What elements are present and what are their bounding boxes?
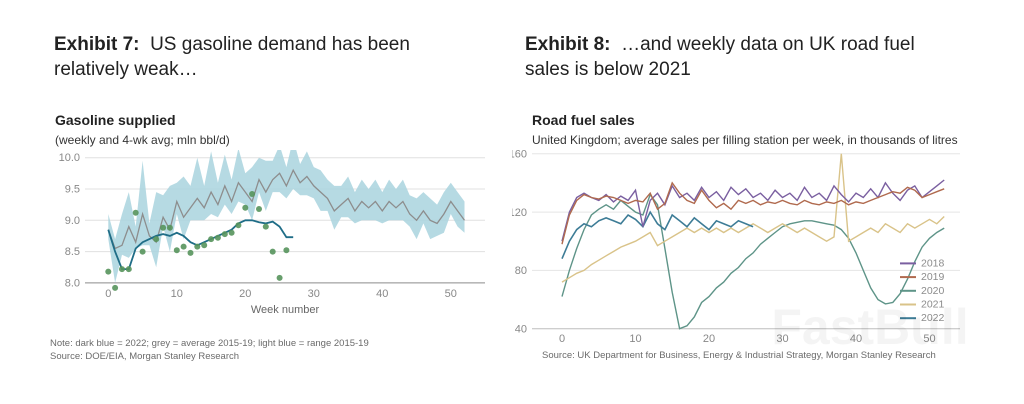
svg-text:2020: 2020 <box>921 285 945 297</box>
svg-text:120: 120 <box>512 207 527 219</box>
svg-text:50: 50 <box>445 288 457 300</box>
svg-text:20: 20 <box>703 333 715 345</box>
svg-text:9.0: 9.0 <box>65 215 80 227</box>
svg-text:8.5: 8.5 <box>65 246 80 258</box>
svg-text:2018: 2018 <box>921 257 945 269</box>
svg-text:2019: 2019 <box>921 271 945 283</box>
svg-text:8.0: 8.0 <box>65 277 80 289</box>
svg-text:30: 30 <box>308 288 320 300</box>
svg-text:160: 160 <box>512 150 527 161</box>
svg-text:9.5: 9.5 <box>65 184 80 196</box>
svg-text:Week number: Week number <box>251 304 320 316</box>
svg-text:20: 20 <box>239 288 251 300</box>
svg-text:40: 40 <box>515 323 527 335</box>
svg-text:10.0: 10.0 <box>59 152 80 164</box>
svg-text:10: 10 <box>629 333 641 345</box>
svg-text:80: 80 <box>515 265 527 277</box>
svg-text:0: 0 <box>105 288 111 300</box>
svg-text:0: 0 <box>559 333 565 345</box>
svg-text:40: 40 <box>376 288 388 300</box>
svg-text:10: 10 <box>171 288 183 300</box>
